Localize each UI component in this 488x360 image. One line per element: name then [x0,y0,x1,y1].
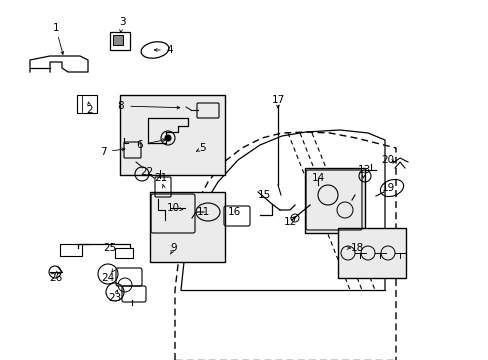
Bar [337,228,405,278]
Text: 15: 15 [257,190,270,200]
Text: 17: 17 [271,95,284,105]
Text: 24: 24 [101,273,114,283]
Bar [120,95,224,175]
Text: 23: 23 [108,293,122,303]
Text: 18: 18 [350,243,363,253]
Text: 8: 8 [118,101,124,111]
Text: 12: 12 [283,217,296,227]
Bar [60,244,82,256]
Text: 10: 10 [166,203,179,213]
Bar [305,168,364,233]
Text: 16: 16 [227,207,240,217]
Bar [110,32,130,50]
Text: 1: 1 [53,23,59,33]
Text: 26: 26 [49,273,62,283]
Text: 14: 14 [311,173,324,183]
Circle shape [164,135,171,141]
Text: 13: 13 [357,165,370,175]
Text: 2: 2 [86,105,93,115]
Text: 25: 25 [103,243,116,253]
Text: 21: 21 [154,173,167,183]
Text: 3: 3 [119,17,125,27]
Bar [113,35,123,45]
Text: 7: 7 [100,147,106,157]
Text: 6: 6 [137,140,143,150]
Text: 20: 20 [381,155,394,165]
Text: 11: 11 [196,207,209,217]
Text: 9: 9 [170,243,177,253]
Text: 4: 4 [166,45,173,55]
Text: 22: 22 [140,167,153,177]
Text: 5: 5 [199,143,206,153]
Bar [150,192,224,262]
Bar [115,248,133,258]
Text: 19: 19 [381,183,394,193]
